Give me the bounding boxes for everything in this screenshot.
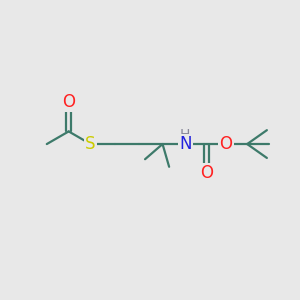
Text: O: O <box>62 93 75 111</box>
Text: S: S <box>85 135 96 153</box>
Text: H: H <box>180 128 190 142</box>
Text: O: O <box>219 135 232 153</box>
Text: O: O <box>200 164 213 182</box>
Text: N: N <box>179 135 191 153</box>
